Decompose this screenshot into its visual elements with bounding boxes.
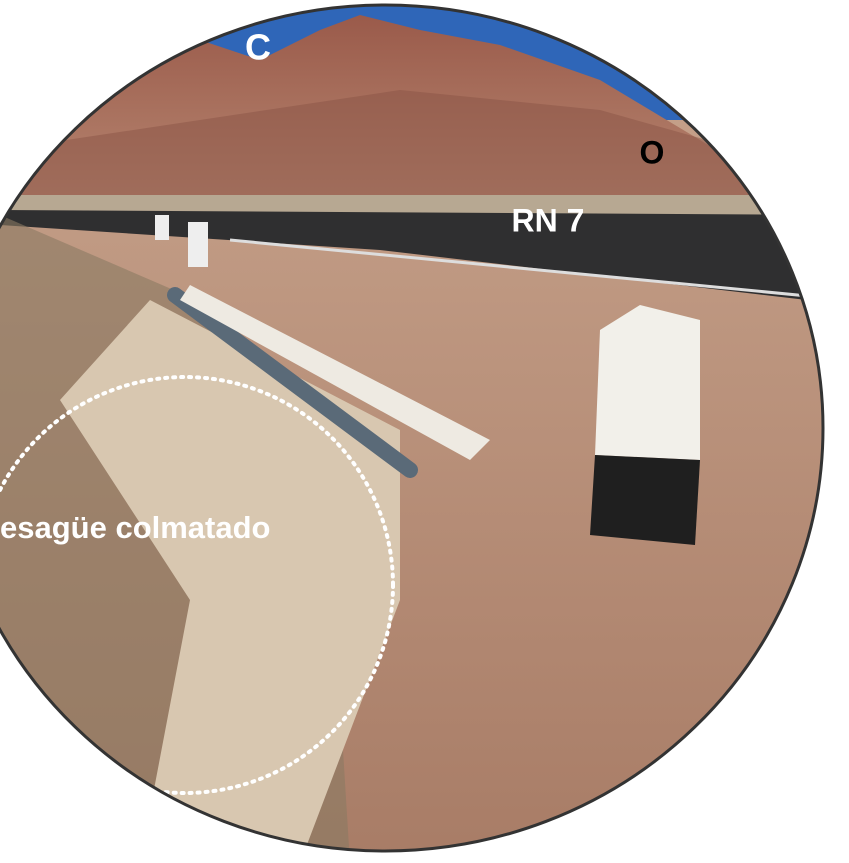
photo: C O RN 7 esagüe colmatado — [0, 0, 849, 863]
label: C — [245, 27, 271, 68]
post-base — [590, 455, 700, 545]
small-post — [155, 215, 169, 240]
label: esagüe colmatado — [0, 510, 270, 545]
small-post — [188, 222, 208, 267]
scene — [0, 0, 849, 863]
label: RN 7 — [512, 202, 585, 238]
post-top — [595, 305, 700, 460]
label: O — [640, 134, 665, 170]
